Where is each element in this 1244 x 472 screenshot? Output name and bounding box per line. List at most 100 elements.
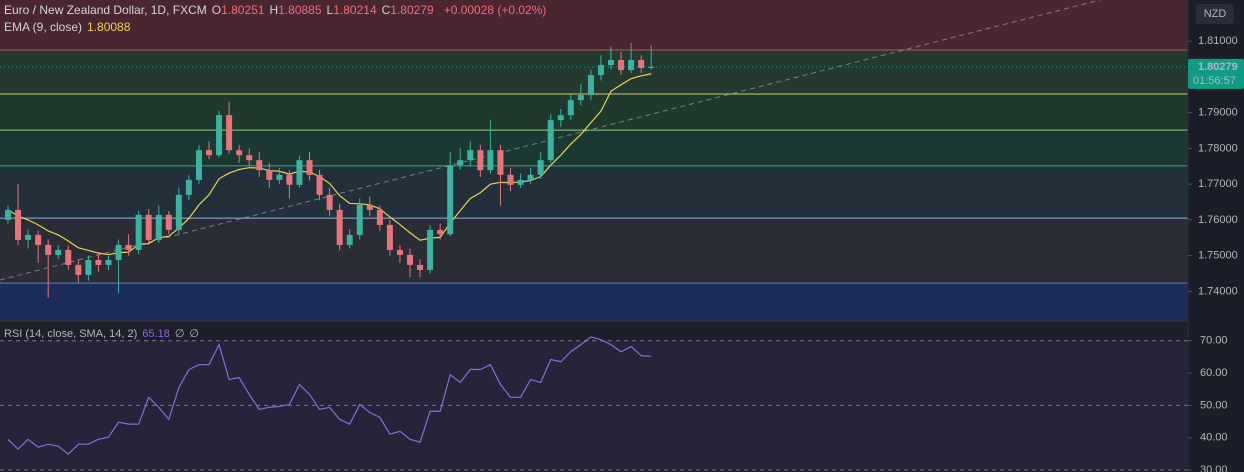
candle-body bbox=[65, 249, 72, 265]
candle bbox=[145, 209, 152, 245]
candle bbox=[125, 234, 132, 256]
candle bbox=[165, 210, 172, 235]
ema-line bbox=[7, 73, 652, 256]
y-tick-label: 1.77000 bbox=[1198, 178, 1238, 190]
candle bbox=[356, 198, 363, 240]
candle bbox=[437, 223, 444, 240]
candle bbox=[35, 230, 42, 263]
candle bbox=[326, 187, 333, 217]
candle bbox=[5, 205, 11, 224]
ohlc-key: H bbox=[269, 3, 279, 17]
band bbox=[0, 283, 1188, 320]
rsi-header: RSI (14, close, SMA, 14, 2) 65.18 ∅ ∅ bbox=[4, 326, 204, 343]
candle bbox=[376, 205, 383, 231]
y-tick-label: 1.76000 bbox=[1198, 214, 1238, 226]
candle-body bbox=[567, 100, 574, 116]
candle bbox=[236, 144, 243, 163]
candle-body bbox=[145, 214, 152, 240]
candle bbox=[447, 151, 454, 236]
candle-body bbox=[246, 155, 253, 161]
candle bbox=[286, 169, 293, 199]
candle-body bbox=[155, 214, 162, 240]
candle bbox=[15, 184, 22, 245]
candle-body bbox=[507, 174, 514, 185]
rsi-extra: ∅ bbox=[189, 328, 199, 340]
currency-box bbox=[1196, 4, 1234, 24]
candle-body bbox=[537, 160, 544, 175]
candle-body bbox=[487, 150, 494, 171]
candle bbox=[547, 114, 554, 163]
y-tick-label: 70.00 bbox=[1200, 335, 1228, 347]
rsi-panel bbox=[0, 322, 1188, 472]
ohlc: O1.80251 H1.80885 L1.80214 C1.80279 bbox=[212, 3, 439, 17]
candle-body bbox=[125, 244, 132, 250]
y-tick-label: 60.00 bbox=[1200, 367, 1228, 379]
candle bbox=[457, 148, 464, 170]
candle-body bbox=[256, 160, 263, 171]
candle-body bbox=[316, 174, 323, 195]
candle-body bbox=[417, 264, 424, 270]
y-tick-label: 1.75000 bbox=[1198, 250, 1238, 262]
candle-body bbox=[547, 120, 554, 161]
candle-body bbox=[376, 209, 383, 225]
candle-body bbox=[336, 209, 343, 245]
candle bbox=[175, 187, 182, 235]
candle bbox=[25, 228, 32, 249]
candle-body bbox=[527, 174, 534, 180]
candle-body bbox=[105, 259, 112, 265]
candle-body bbox=[648, 66, 655, 68]
candle bbox=[648, 45, 655, 70]
candle bbox=[226, 101, 233, 154]
candle-body bbox=[497, 150, 504, 175]
candle-body bbox=[35, 234, 42, 245]
candle bbox=[396, 244, 403, 263]
ema-header: EMA (9, close) 1.80088 bbox=[4, 19, 135, 36]
candle bbox=[366, 196, 373, 217]
candle bbox=[386, 219, 393, 256]
candle-body bbox=[457, 160, 464, 166]
candle-body bbox=[386, 224, 393, 250]
candle-body bbox=[175, 194, 182, 230]
rsi-title: RSI (14, close, SMA, 14, 2) bbox=[4, 328, 138, 340]
candle-body bbox=[597, 65, 604, 76]
candle bbox=[577, 84, 584, 106]
candle-body bbox=[638, 60, 645, 68]
band bbox=[0, 50, 1188, 95]
ohlc-key: L bbox=[326, 3, 334, 17]
candle bbox=[417, 259, 424, 278]
rsi-line bbox=[7, 336, 652, 456]
candle-body bbox=[195, 150, 202, 180]
band bbox=[0, 94, 1188, 131]
candle-body bbox=[467, 150, 474, 161]
candle bbox=[45, 239, 52, 298]
candle bbox=[567, 94, 574, 120]
candle bbox=[105, 255, 112, 270]
candle bbox=[195, 144, 202, 185]
candle bbox=[407, 248, 413, 278]
candle bbox=[336, 203, 343, 251]
candle-body bbox=[618, 60, 625, 71]
candle-body bbox=[216, 115, 223, 156]
candle-body bbox=[5, 209, 11, 220]
y-tick-label: 40.00 bbox=[1200, 432, 1228, 444]
candle bbox=[55, 244, 62, 260]
y-tick-label: 30.00 bbox=[1200, 464, 1228, 472]
candle-body bbox=[346, 234, 353, 245]
rsi-value: 65.18 bbox=[142, 328, 170, 340]
candle bbox=[638, 55, 645, 74]
candle-body bbox=[226, 115, 233, 151]
candle-body bbox=[95, 259, 102, 265]
y-tick-label: 1.78000 bbox=[1198, 142, 1238, 154]
change: +0.00028 (+0.02%) bbox=[443, 3, 547, 17]
candle-body bbox=[266, 170, 273, 180]
candle-body bbox=[85, 259, 92, 275]
candle-body bbox=[206, 150, 212, 156]
candle bbox=[65, 245, 72, 270]
candle bbox=[587, 69, 594, 101]
candle bbox=[306, 151, 313, 181]
candle-body bbox=[396, 249, 403, 255]
last-price-box bbox=[1188, 58, 1244, 89]
candle-body bbox=[115, 244, 122, 260]
y-tick-label: 50.00 bbox=[1200, 399, 1228, 411]
